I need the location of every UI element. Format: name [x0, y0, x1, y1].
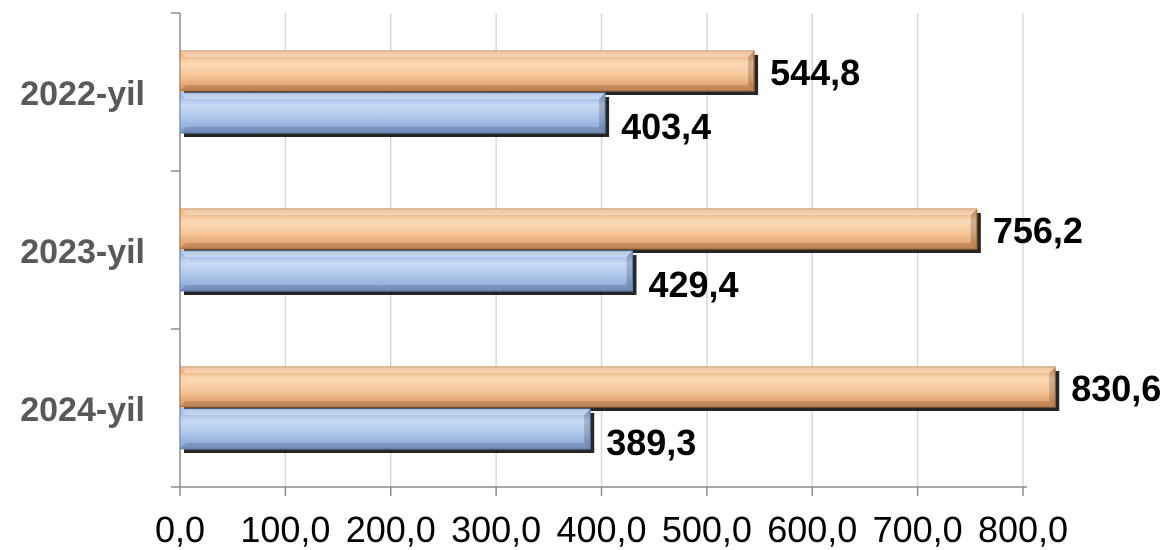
x-tick-label: 200,0 — [346, 509, 436, 550]
labels: 0,0 100,0 200,0 300,0 400,0 500,0 600,0 700,0 80… — [20, 52, 1161, 550]
bar-bevel — [180, 85, 755, 91]
category-label: 2022-yil — [20, 75, 145, 113]
bars — [179, 50, 1060, 453]
data-label: 544,8 — [770, 52, 860, 93]
axes — [171, 12, 1027, 496]
x-tick-label: 400,0 — [556, 509, 646, 550]
data-label: 429,4 — [648, 264, 738, 305]
x-tick-label: 300,0 — [451, 509, 541, 550]
x-tick-label: 600,0 — [767, 509, 857, 550]
bar — [179, 250, 633, 292]
bar-bevel — [180, 93, 606, 99]
bar-bevel — [180, 51, 755, 57]
category-label: 2024-yil — [20, 391, 145, 429]
category-label: 2023-yil — [20, 233, 145, 271]
bar — [179, 208, 978, 250]
x-tick-label: 100,0 — [240, 509, 330, 550]
data-label: 389,3 — [606, 422, 696, 463]
bar-bevel — [599, 93, 606, 133]
data-label: 830,6 — [1071, 368, 1161, 409]
bar-bevel — [180, 251, 633, 257]
x-tick-label: 0,0 — [155, 509, 205, 550]
bar-bevel — [626, 251, 633, 291]
bar-bevel — [180, 285, 633, 291]
bar-bevel — [970, 209, 977, 249]
x-tick-label: 800,0 — [978, 509, 1068, 550]
bar-bevel — [180, 401, 1056, 407]
bar-bevel — [180, 209, 977, 215]
bar-bevel — [1049, 367, 1056, 407]
bar-bevel — [748, 51, 755, 91]
bar-bevel — [180, 243, 977, 249]
data-label: 756,2 — [993, 210, 1083, 251]
bar-bevel — [584, 409, 591, 449]
bar — [179, 408, 591, 450]
bar — [179, 366, 1056, 408]
data-label: 403,4 — [621, 106, 711, 147]
bar-bevel — [180, 409, 591, 415]
bar-bevel — [180, 127, 606, 133]
x-tick-label: 500,0 — [662, 509, 752, 550]
bar-bevel — [180, 367, 1056, 373]
x-tick-label: 700,0 — [873, 509, 963, 550]
bar — [179, 92, 606, 134]
bar — [179, 50, 755, 92]
bar-bevel — [180, 443, 591, 449]
